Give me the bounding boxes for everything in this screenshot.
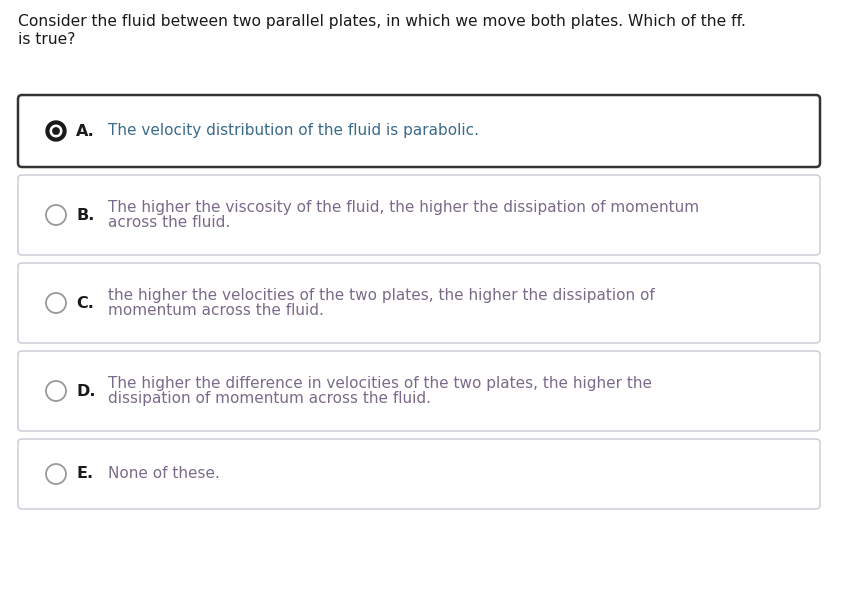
Circle shape: [46, 121, 66, 141]
FancyBboxPatch shape: [18, 95, 820, 167]
FancyBboxPatch shape: [18, 351, 820, 431]
Circle shape: [53, 128, 59, 134]
Text: C.: C.: [76, 295, 93, 310]
Text: D.: D.: [76, 383, 95, 398]
Text: across the fluid.: across the fluid.: [108, 215, 230, 230]
Text: momentum across the fluid.: momentum across the fluid.: [108, 303, 324, 318]
Text: is true?: is true?: [18, 32, 76, 47]
Text: The higher the viscosity of the fluid, the higher the dissipation of momentum: The higher the viscosity of the fluid, t…: [108, 200, 699, 215]
Text: The velocity distribution of the fluid is parabolic.: The velocity distribution of the fluid i…: [108, 123, 479, 138]
Text: Consider the fluid between two parallel plates, in which we move both plates. Wh: Consider the fluid between two parallel …: [18, 14, 746, 29]
FancyBboxPatch shape: [18, 263, 820, 343]
Text: E.: E.: [76, 467, 93, 482]
Circle shape: [51, 125, 61, 137]
Text: B.: B.: [76, 207, 94, 222]
FancyBboxPatch shape: [18, 175, 820, 255]
Text: dissipation of momentum across the fluid.: dissipation of momentum across the fluid…: [108, 391, 431, 406]
FancyBboxPatch shape: [18, 439, 820, 509]
Text: The higher the difference in velocities of the two plates, the higher the: The higher the difference in velocities …: [108, 376, 652, 391]
Text: None of these.: None of these.: [108, 467, 220, 482]
Text: A.: A.: [76, 123, 95, 138]
Text: the higher the velocities of the two plates, the higher the dissipation of: the higher the velocities of the two pla…: [108, 288, 655, 303]
